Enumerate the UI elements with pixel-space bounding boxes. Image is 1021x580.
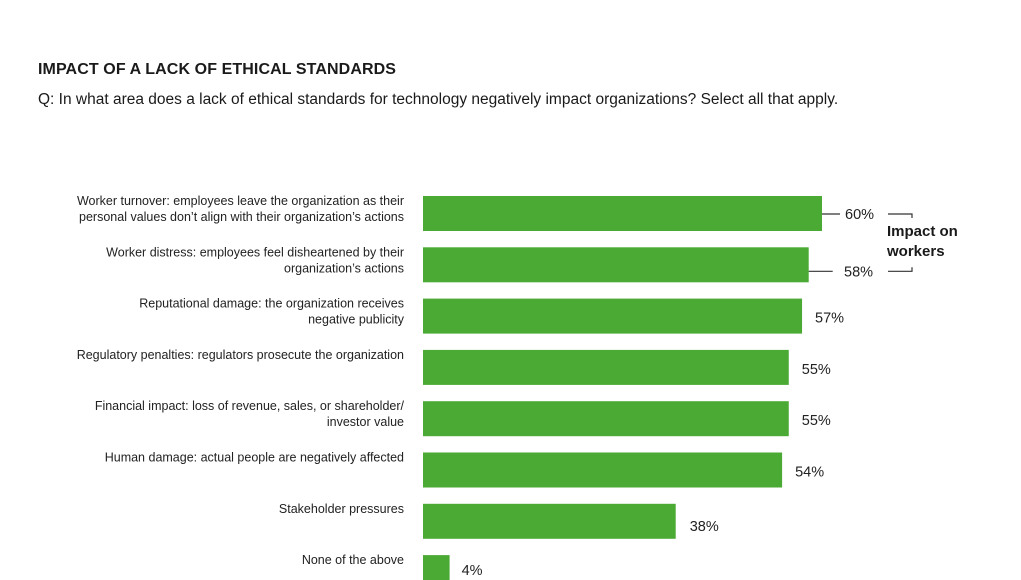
category-label: organization’s actions	[284, 261, 404, 275]
category-label: negative publicity	[308, 313, 405, 327]
value-label: 55%	[802, 362, 831, 378]
annotation-label: workers	[886, 243, 945, 260]
chart-title: IMPACT OF A LACK OF ETHICAL STANDARDS	[38, 61, 397, 78]
bar-7	[423, 555, 450, 580]
category-label: personal values don’t align with their o…	[79, 210, 404, 224]
category-label: investor value	[327, 415, 404, 429]
chart-question: Q: In what area does a lack of ethical s…	[38, 91, 839, 108]
category-label: Reputational damage: the organization re…	[139, 297, 404, 311]
category-label: None of the above	[302, 553, 404, 567]
annotation-label: Impact on	[887, 223, 958, 240]
value-label: 54%	[795, 465, 824, 481]
value-label: 38%	[690, 519, 719, 535]
category-label: Human damage: actual people are negative…	[105, 451, 404, 465]
annotation-bracket-bottom	[888, 267, 913, 272]
category-label: Stakeholder pressures	[279, 502, 404, 516]
bar-3	[423, 349, 789, 385]
value-label: 4%	[462, 563, 483, 579]
category-label: Worker turnover: employees leave the org…	[77, 194, 404, 208]
category-label: Worker distress: employees feel disheart…	[106, 245, 404, 259]
category-label: Regulatory penalties: regulators prosecu…	[77, 348, 404, 362]
bar-6	[423, 503, 676, 539]
category-label: Financial impact: loss of revenue, sales…	[95, 399, 405, 413]
value-label: 55%	[802, 413, 831, 429]
value-label: 60%	[845, 207, 874, 223]
bar-0	[423, 196, 822, 231]
bar-1	[423, 247, 809, 283]
bar-4	[423, 401, 789, 437]
value-label: 58%	[844, 264, 873, 280]
annotation-bracket-top	[888, 213, 913, 218]
bar-2	[423, 298, 803, 334]
value-label: 57%	[815, 311, 844, 327]
bar-5	[423, 452, 783, 488]
